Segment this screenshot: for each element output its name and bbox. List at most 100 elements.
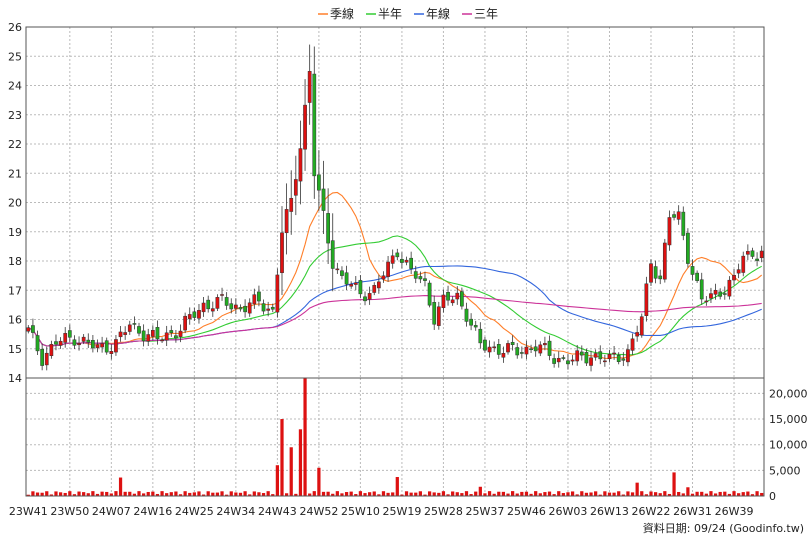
volume-bar [174,491,178,496]
candle [363,291,367,306]
volume-bar [626,491,630,496]
volume-tick-label: 0 [769,490,776,503]
volume-bar [557,491,561,496]
volume-bar [386,492,390,496]
volume-bar [225,494,229,496]
candle [321,160,326,234]
candle [469,313,473,331]
candle [552,353,556,368]
volume-bar [169,492,173,496]
volume-bar [105,491,109,496]
candle [515,343,520,359]
volume-tick-label: 20,000 [769,387,808,400]
volume-bar [404,491,409,496]
candle [31,318,35,339]
volume-bar [312,491,316,496]
candle [529,344,533,354]
volume-bar [487,491,492,496]
candle [603,354,607,367]
candle [238,304,243,312]
volume-bar [621,494,625,496]
volume-bar [649,491,653,496]
volume-bar [534,491,538,496]
volume-bar [732,491,736,496]
volume-axis: 0 5,000 10,000 15,000 20,000 [769,387,808,503]
volume-bar [178,494,183,496]
price-tick-label: 26 [8,21,22,34]
candle [483,336,487,353]
volume-bar [49,494,53,496]
candle [741,251,746,277]
candle [160,337,164,344]
volume-bar [142,493,146,496]
x-tick-label: 25W37 [466,505,505,518]
candle [252,288,257,309]
volume-bar [381,491,386,496]
volume-bar [220,491,224,496]
candle [487,340,492,358]
candle [423,271,427,287]
candle [293,155,298,216]
volume-bar [54,491,58,496]
candle [755,252,759,267]
volume-bar [681,493,685,496]
volume-bar [377,494,381,496]
x-tick-label: 24W52 [299,505,338,518]
candle [118,325,123,342]
candle [340,266,344,280]
candle [386,256,390,282]
volume-bar [45,491,49,496]
volume-bar [349,491,353,496]
volume-bar [543,492,547,496]
volume-bar [151,491,155,496]
candle [146,328,151,346]
x-tick-label: 26W31 [673,505,712,518]
volume-bar [760,492,764,496]
volume-bar [524,491,529,496]
volume-bar [271,494,275,496]
x-axis: 23W41 23W50 24W07 24W16 24W25 24W34 24W43 24W52… [9,505,754,518]
volume-bar [511,491,515,496]
x-tick-label: 23W41 [9,505,48,518]
candle [639,313,644,338]
candle [280,206,284,296]
candle [127,320,132,335]
candle [63,327,68,348]
volume-bar [91,491,95,496]
volume-bar [123,491,127,496]
x-tick-label: 25W10 [341,505,380,518]
candle [187,307,192,325]
candle [570,355,575,366]
candle [699,272,704,305]
volume-tick-label: 5,000 [769,464,801,477]
candle [349,281,354,289]
candle [317,150,321,211]
volume-bar [275,465,279,496]
x-tick-label: 24W43 [258,505,297,518]
candle [169,325,174,337]
candle [400,252,404,269]
price-tick-label: 22 [8,138,22,151]
candle [155,320,160,345]
price-tick-label: 24 [8,80,22,93]
volume-bar [478,486,482,496]
candle [201,297,206,317]
volume-bar [303,378,307,496]
candle [404,256,409,266]
volume-bar [335,491,339,496]
candle [446,285,450,306]
candle [519,346,524,359]
candle [215,294,220,312]
candle [575,344,580,366]
volume-bar [372,491,376,496]
candle [261,299,266,315]
legend-label-3: 三年 [474,7,498,21]
volume-bar [713,493,718,496]
volume-bar [552,494,556,496]
candle [141,324,146,347]
candle [589,350,593,372]
candle [49,340,54,359]
volume-bar [211,492,215,496]
price-tick-label: 25 [8,50,22,63]
candle [432,295,437,330]
